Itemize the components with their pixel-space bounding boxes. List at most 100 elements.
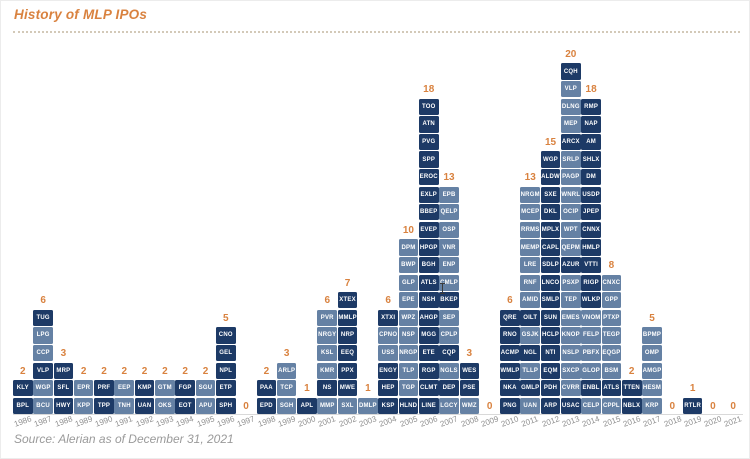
- ipo-count-1991: 2: [121, 365, 128, 377]
- ipo-block-ATN: ATN: [418, 116, 439, 133]
- ipo-count-1993: 2: [162, 365, 168, 377]
- ipo-block-GPP: GPP: [601, 292, 622, 309]
- ipo-block-CELP: CELP: [581, 397, 601, 414]
- ipo-block-MMLP: MMLP: [337, 309, 358, 327]
- ipo-block-OCIP: OCIP: [561, 204, 581, 221]
- year-label-2021: 2021: [723, 414, 744, 429]
- ipo-block-TEP: TEP: [561, 292, 581, 309]
- ipo-block-DMLP: DMLP: [358, 397, 378, 414]
- ipo-block-NRGM: NRGM: [520, 186, 541, 203]
- year-label-1997: 1997: [236, 414, 256, 429]
- ipo-count-1989: 2: [80, 365, 87, 377]
- year-column-2015: 8 CNXC GPP PTXP TEGP EQGP BSM ATLS CPPL: [601, 260, 622, 414]
- year-label-1990: 1990: [94, 414, 114, 429]
- ipo-block-NKA: NKA: [500, 380, 520, 397]
- ipo-block-CPPL: CPPL: [601, 397, 622, 414]
- ipo-count-2001: 6: [324, 295, 331, 307]
- ipo-block-DM: DM: [581, 168, 601, 186]
- year-column-2000: 1 APL: [297, 383, 317, 414]
- ipo-block-CNO: CNO: [215, 327, 236, 344]
- ipo-block-WGP: WGP: [33, 380, 53, 397]
- ipo-count-1987: 6: [40, 295, 46, 307]
- ipo-block-NGL: NGL: [520, 344, 541, 362]
- x-axis-year-labels: 1986 1987 1988 1989 1990 1991 1992 1993 1994 1995…: [13, 414, 744, 429]
- ipo-block-TUG: TUG: [33, 309, 53, 327]
- ipo-block-ARP: ARP: [540, 397, 561, 414]
- ipo-block-SPP: SPP: [418, 151, 439, 168]
- ipo-block-AMID: AMID: [520, 292, 541, 309]
- ipo-block-EQM: EQM: [540, 362, 561, 379]
- year-label-2008: 2008: [459, 414, 480, 429]
- ipo-count-1997: 0: [243, 401, 249, 412]
- year-label-2015: 2015: [601, 414, 622, 429]
- ipo-bar-chart: 2 KLY BPL 6 TUG LPG CCP VLP WGP BCU 3 MRP SFL HWY 2 EPR…: [13, 41, 743, 415]
- ipo-count-1996: 5: [222, 313, 229, 325]
- ipo-block-SXE: SXE: [540, 186, 561, 203]
- year-column-2017: 5 BPMP OMP AMGP HESM KRP: [642, 313, 662, 414]
- ipo-block-PVG: PVG: [418, 133, 439, 151]
- year-column-2018: 0: [663, 401, 683, 414]
- year-label-2019: 2019: [682, 414, 703, 429]
- ipo-block-MEMP: MEMP: [520, 239, 541, 256]
- ipo-block-ARLP: ARLP: [276, 362, 297, 379]
- ipo-block-NSLP: NSLP: [561, 344, 581, 362]
- ipo-block-NGLS: NGLS: [439, 362, 459, 379]
- ipo-block-ALDW: ALDW: [540, 168, 561, 186]
- ipo-block-NRGY: NRGY: [317, 327, 338, 344]
- year-label-2000: 2000: [297, 414, 317, 429]
- ipo-block-DLNG: DLNG: [561, 98, 581, 115]
- ipo-block-DPM: DPM: [398, 239, 419, 256]
- ipo-block-XTEX: XTEX: [337, 292, 358, 309]
- year-column-2005: 10 DPM BWP GLP EPE WPZ NSP NRGP TLP TGP HLND: [398, 225, 419, 414]
- year-label-1998: 1998: [256, 414, 277, 429]
- ipo-block-PRF: PRF: [94, 380, 114, 397]
- ipo-block-TPP: TPP: [94, 397, 114, 414]
- ipo-block-TGP: TGP: [398, 380, 419, 397]
- year-label-2007: 2007: [439, 414, 459, 429]
- ipo-count-2006: 18: [423, 84, 435, 96]
- year-label-2006: 2006: [418, 414, 439, 429]
- ipo-block-DEP: DEP: [439, 380, 459, 397]
- year-label-2003: 2003: [357, 414, 378, 429]
- ipo-block-RIGP: RIGP: [581, 274, 601, 291]
- ipo-block-BBEP: BBEP: [418, 204, 439, 221]
- year-label-2017: 2017: [642, 414, 662, 429]
- ipo-block-ATLS: ATLS: [418, 274, 439, 291]
- ipo-block-KMP: KMP: [134, 380, 155, 397]
- ipo-block-JPEP: JPEP: [581, 204, 601, 221]
- ipo-block-HCLP: HCLP: [540, 327, 561, 344]
- year-column-1991: 2 EEP TNH: [114, 365, 135, 414]
- ipo-block-EVEP: EVEP: [418, 221, 439, 239]
- ipo-block-VLP: VLP: [561, 81, 581, 98]
- ipo-count-2009: 0: [486, 401, 493, 412]
- ipo-count-1992: 2: [141, 365, 148, 377]
- year-column-2011: 13 NRGM MCEP RRMS MEMP LRE RNF AMID OILT GSJK NGL T…: [520, 172, 541, 414]
- ipo-block-CVRR: CVRR: [561, 380, 581, 397]
- ipo-block-AMGP: AMGP: [642, 362, 662, 379]
- ipo-block-SUN: SUN: [540, 309, 561, 327]
- ipo-block-MMP: MMP: [317, 397, 338, 414]
- ipo-count-2021: 0: [730, 401, 736, 412]
- ipo-block-WES: WES: [459, 362, 480, 379]
- year-label-1999: 1999: [276, 414, 297, 429]
- ipo-block-SFL: SFL: [53, 380, 74, 397]
- ipo-block-SRLP: SRLP: [561, 151, 581, 168]
- ipo-block-NTI: NTI: [540, 344, 561, 362]
- ipo-block-NBLX: NBLX: [621, 397, 642, 414]
- ipo-count-2014: 18: [585, 84, 597, 96]
- ipo-block-MPLX: MPLX: [540, 221, 561, 239]
- year-label-1993: 1993: [154, 414, 175, 429]
- ipo-block-LGCY: LGCY: [439, 397, 459, 414]
- ipo-block-SPH: SPH: [215, 397, 236, 414]
- ipo-block-OILT: OILT: [520, 309, 541, 327]
- ipo-block-RGP: RGP: [418, 362, 439, 379]
- ipo-block-CNXC: CNXC: [601, 274, 622, 291]
- ipo-block-PAA: PAA: [256, 380, 277, 397]
- ipo-block-ENP: ENP: [439, 256, 459, 274]
- year-column-2010: 6 QRE RNO ACMP WMLP NKA PNG: [500, 295, 520, 414]
- ipo-block-NRP: NRP: [337, 327, 358, 344]
- ipo-block-VNR: VNR: [439, 239, 459, 256]
- year-column-2002: 7 XTEX MMLP NRP EEQ PPX MWE SXL: [337, 278, 358, 414]
- ipo-block-NAP: NAP: [581, 116, 601, 133]
